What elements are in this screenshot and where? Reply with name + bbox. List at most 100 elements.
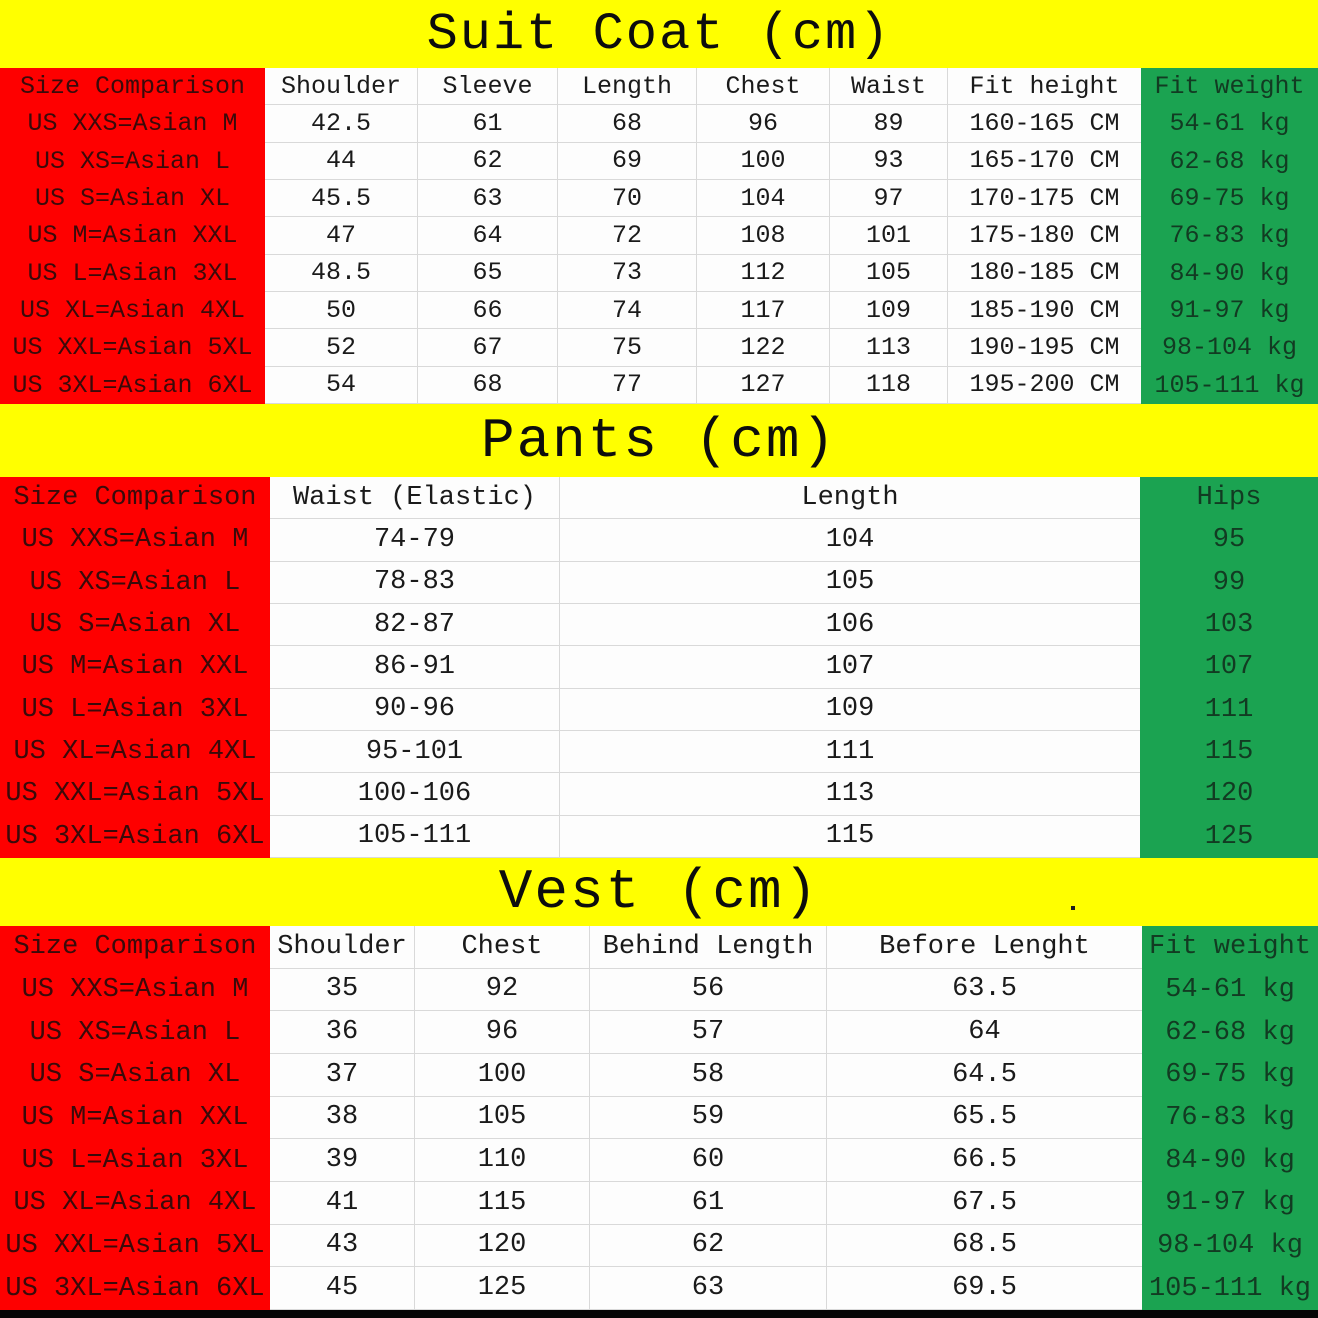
table-cell: 99 bbox=[1140, 561, 1318, 604]
table-cell: 62-68 kg bbox=[1141, 142, 1318, 180]
table-cell: 104 bbox=[560, 519, 1140, 562]
suit-coat-title: Suit Coat (cm) bbox=[426, 4, 892, 64]
table-cell: 110 bbox=[415, 1139, 590, 1182]
table-cell: 42.5 bbox=[265, 105, 418, 143]
table-cell: 58 bbox=[590, 1054, 827, 1097]
table-cell: 98-104 kg bbox=[1142, 1224, 1318, 1268]
table-cell: 96 bbox=[697, 105, 830, 143]
table-cell: 68 bbox=[418, 366, 558, 404]
table-cell: 69.5 bbox=[827, 1267, 1142, 1310]
column-header: Chest bbox=[415, 926, 590, 969]
table-cell: 104 bbox=[697, 179, 830, 218]
table-cell: 64.5 bbox=[827, 1054, 1142, 1097]
column-header: Sleeve bbox=[418, 68, 558, 106]
row-label: US L=Asian 3XL bbox=[0, 254, 265, 292]
table-cell: 56 bbox=[590, 968, 827, 1012]
table-cell: 105-111 kg bbox=[1142, 1267, 1318, 1310]
table-cell: 64 bbox=[827, 1011, 1142, 1054]
table-cell: 76-83 kg bbox=[1142, 1096, 1318, 1140]
table-cell: 115 bbox=[1140, 730, 1318, 774]
table-cell: 180-185 CM bbox=[948, 254, 1141, 292]
table-cell: 111 bbox=[560, 730, 1140, 774]
table-cell: 84-90 kg bbox=[1142, 1139, 1318, 1182]
column-header: Waist bbox=[830, 68, 948, 106]
table-cell: 98-104 kg bbox=[1141, 329, 1318, 367]
table-cell: 92 bbox=[415, 968, 590, 1012]
table-cell: 72 bbox=[558, 217, 697, 255]
column-header: Size Comparison bbox=[0, 926, 270, 969]
row-label: US L=Asian 3XL bbox=[0, 1139, 270, 1182]
row-label: US 3XL=Asian 6XL bbox=[0, 1267, 270, 1310]
table-cell: 66.5 bbox=[827, 1139, 1142, 1182]
table-cell: 96 bbox=[415, 1011, 590, 1054]
row-label: US 3XL=Asian 6XL bbox=[0, 366, 265, 404]
table-cell: 105-111 kg bbox=[1141, 366, 1318, 404]
table-cell: 67.5 bbox=[827, 1182, 1142, 1225]
table-cell: 175-180 CM bbox=[948, 217, 1141, 255]
row-label: US L=Asian 3XL bbox=[0, 688, 270, 731]
table-cell: 185-190 CM bbox=[948, 291, 1141, 330]
column-header: Length bbox=[558, 68, 697, 106]
column-header: Length bbox=[560, 477, 1140, 520]
row-label: US XL=Asian 4XL bbox=[0, 730, 270, 774]
table-cell: 45.5 bbox=[265, 179, 418, 218]
table-cell: 70 bbox=[558, 179, 697, 218]
table-cell: 67 bbox=[418, 329, 558, 367]
table-cell: 43 bbox=[270, 1224, 415, 1268]
table-cell: 68 bbox=[558, 105, 697, 143]
table-cell: 89 bbox=[830, 105, 948, 143]
table-cell: 103 bbox=[1140, 603, 1318, 647]
table-cell: 36 bbox=[270, 1011, 415, 1054]
vest-table: Size Comparison Shoulder Chest Behind Lengt… bbox=[0, 926, 1318, 1310]
column-header: Fit weight bbox=[1141, 68, 1318, 106]
table-cell: 125 bbox=[1140, 815, 1318, 858]
table-cell: 62 bbox=[418, 142, 558, 180]
column-header: Hips bbox=[1140, 477, 1318, 520]
row-label: US M=Asian XXL bbox=[0, 646, 270, 689]
table-cell: 101 bbox=[830, 217, 948, 255]
table-cell: 39 bbox=[270, 1139, 415, 1182]
pants-title: Pants (cm) bbox=[480, 408, 838, 473]
table-cell: 45 bbox=[270, 1267, 415, 1310]
table-cell: 74 bbox=[558, 291, 697, 330]
table-cell: 76-83 kg bbox=[1141, 217, 1318, 255]
table-cell: 75 bbox=[558, 329, 697, 367]
table-cell: 69-75 kg bbox=[1142, 1054, 1318, 1097]
table-cell: 37 bbox=[270, 1054, 415, 1097]
table-cell: 165-170 CM bbox=[948, 142, 1141, 180]
table-cell: 86-91 bbox=[270, 646, 560, 689]
row-label: US XXL=Asian 5XL bbox=[0, 1224, 270, 1268]
row-label: US XS=Asian L bbox=[0, 142, 265, 180]
column-header: Before Lenght bbox=[827, 926, 1142, 969]
column-header: Shoulder bbox=[265, 68, 418, 106]
table-cell: 35 bbox=[270, 968, 415, 1012]
table-cell: 68.5 bbox=[827, 1224, 1142, 1268]
table-cell: 91-97 kg bbox=[1141, 291, 1318, 330]
table-cell: 115 bbox=[415, 1182, 590, 1225]
row-label: US XXS=Asian M bbox=[0, 105, 265, 143]
table-cell: 112 bbox=[697, 254, 830, 292]
column-header: Behind Length bbox=[590, 926, 827, 969]
table-cell: 65.5 bbox=[827, 1096, 1142, 1140]
table-cell: 90-96 bbox=[270, 688, 560, 731]
table-cell: 54 bbox=[265, 366, 418, 404]
table-cell: 44 bbox=[265, 142, 418, 180]
table-cell: 115 bbox=[560, 815, 1140, 858]
table-cell: 91-97 kg bbox=[1142, 1182, 1318, 1225]
table-cell: 120 bbox=[1140, 773, 1318, 816]
row-label: US M=Asian XXL bbox=[0, 217, 265, 255]
row-label: US M=Asian XXL bbox=[0, 1096, 270, 1140]
table-cell: 105 bbox=[415, 1096, 590, 1140]
table-cell: 109 bbox=[830, 291, 948, 330]
table-cell: 73 bbox=[558, 254, 697, 292]
table-cell: 195-200 CM bbox=[948, 366, 1141, 404]
table-cell: 62-68 kg bbox=[1142, 1011, 1318, 1054]
bottom-strip bbox=[0, 1310, 1318, 1318]
vest-title: Vest (cm) bbox=[498, 860, 820, 924]
row-label: US XS=Asian L bbox=[0, 1011, 270, 1054]
table-cell: 54-61 kg bbox=[1141, 105, 1318, 143]
table-cell: 38 bbox=[270, 1096, 415, 1140]
row-label: US XXL=Asian 5XL bbox=[0, 329, 265, 367]
suit-coat-table: Size Comparison Shoulder Sleeve Length Chest… bbox=[0, 68, 1318, 404]
table-cell: 190-195 CM bbox=[948, 329, 1141, 367]
